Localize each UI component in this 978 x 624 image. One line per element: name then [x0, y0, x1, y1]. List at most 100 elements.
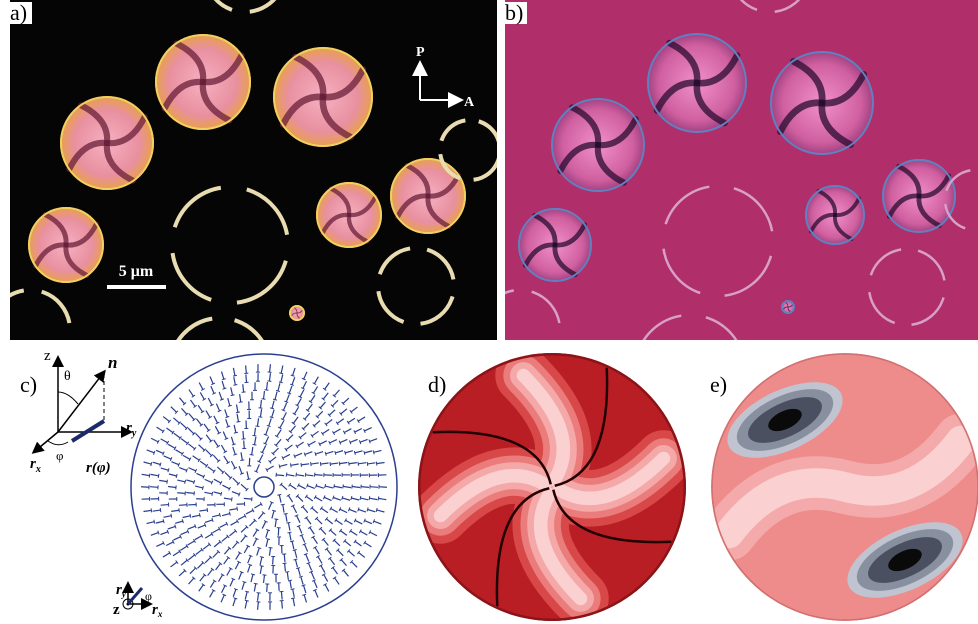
director [242, 582, 244, 590]
director [161, 468, 169, 470]
director [257, 418, 258, 426]
director-head [182, 519, 183, 523]
director-head [325, 452, 326, 456]
director [304, 595, 306, 603]
director [344, 429, 351, 433]
director-head [315, 452, 316, 456]
director [253, 539, 257, 546]
director [370, 439, 378, 442]
director [224, 548, 229, 554]
director [163, 417, 169, 422]
director-head [276, 391, 280, 392]
director-head [270, 417, 274, 418]
director [198, 405, 202, 412]
director [245, 601, 247, 609]
director [304, 372, 307, 379]
director-head [313, 589, 317, 591]
director [259, 455, 263, 462]
director [304, 585, 306, 593]
director-head [257, 593, 261, 594]
director [273, 448, 279, 454]
director-head [167, 530, 168, 534]
director-head [195, 524, 196, 528]
director [260, 557, 262, 565]
director-head [234, 432, 238, 433]
director [147, 522, 155, 524]
director [334, 390, 339, 396]
director [171, 562, 177, 567]
director [214, 542, 220, 547]
director [270, 364, 271, 372]
director-head [360, 496, 361, 500]
director [272, 511, 274, 519]
director [214, 440, 218, 447]
director [355, 541, 362, 546]
director [281, 484, 287, 489]
director [181, 408, 186, 414]
director [350, 531, 357, 535]
director [231, 461, 235, 468]
director-head [221, 492, 222, 496]
director [350, 439, 357, 442]
director [330, 530, 336, 535]
director [325, 584, 329, 591]
director [216, 563, 221, 569]
director [235, 562, 239, 569]
director [199, 585, 204, 592]
director-head [247, 479, 251, 480]
director [179, 468, 186, 471]
director [301, 464, 309, 465]
director [177, 493, 185, 494]
director-head [258, 417, 262, 418]
director [166, 542, 173, 546]
director [349, 509, 356, 512]
director-head [286, 473, 287, 477]
angle-label: φ [145, 589, 152, 603]
director [181, 531, 188, 534]
director-head [212, 518, 213, 522]
director [166, 428, 173, 433]
director [310, 527, 314, 534]
director [315, 547, 319, 554]
director [272, 410, 274, 418]
director-head [151, 508, 152, 512]
director [307, 486, 314, 489]
director-head [307, 484, 308, 488]
director [212, 529, 219, 533]
director-head [279, 373, 283, 374]
director [153, 462, 161, 464]
director [355, 428, 362, 432]
director-head [272, 510, 276, 511]
director [312, 508, 318, 513]
director [340, 439, 347, 442]
director [341, 560, 346, 566]
director-head [288, 580, 292, 581]
director [234, 377, 236, 385]
director-head [223, 388, 227, 389]
director [292, 377, 295, 385]
director-head [304, 453, 305, 457]
axis-label: ry [116, 582, 127, 599]
director [284, 554, 285, 562]
director [188, 555, 194, 560]
director [297, 496, 303, 502]
director [253, 530, 257, 537]
director-head [194, 480, 195, 484]
director [231, 437, 233, 445]
director-head [348, 507, 349, 511]
director [190, 568, 196, 574]
director [208, 467, 215, 472]
director [198, 563, 204, 569]
director [358, 509, 366, 512]
director-head [296, 473, 297, 477]
director-head [290, 463, 291, 467]
director [261, 400, 262, 408]
director [181, 439, 187, 444]
director-head [240, 473, 244, 474]
director [370, 532, 377, 536]
director [233, 368, 235, 376]
director-head [151, 462, 152, 466]
director [179, 398, 184, 404]
director [233, 478, 239, 484]
director [192, 515, 200, 517]
